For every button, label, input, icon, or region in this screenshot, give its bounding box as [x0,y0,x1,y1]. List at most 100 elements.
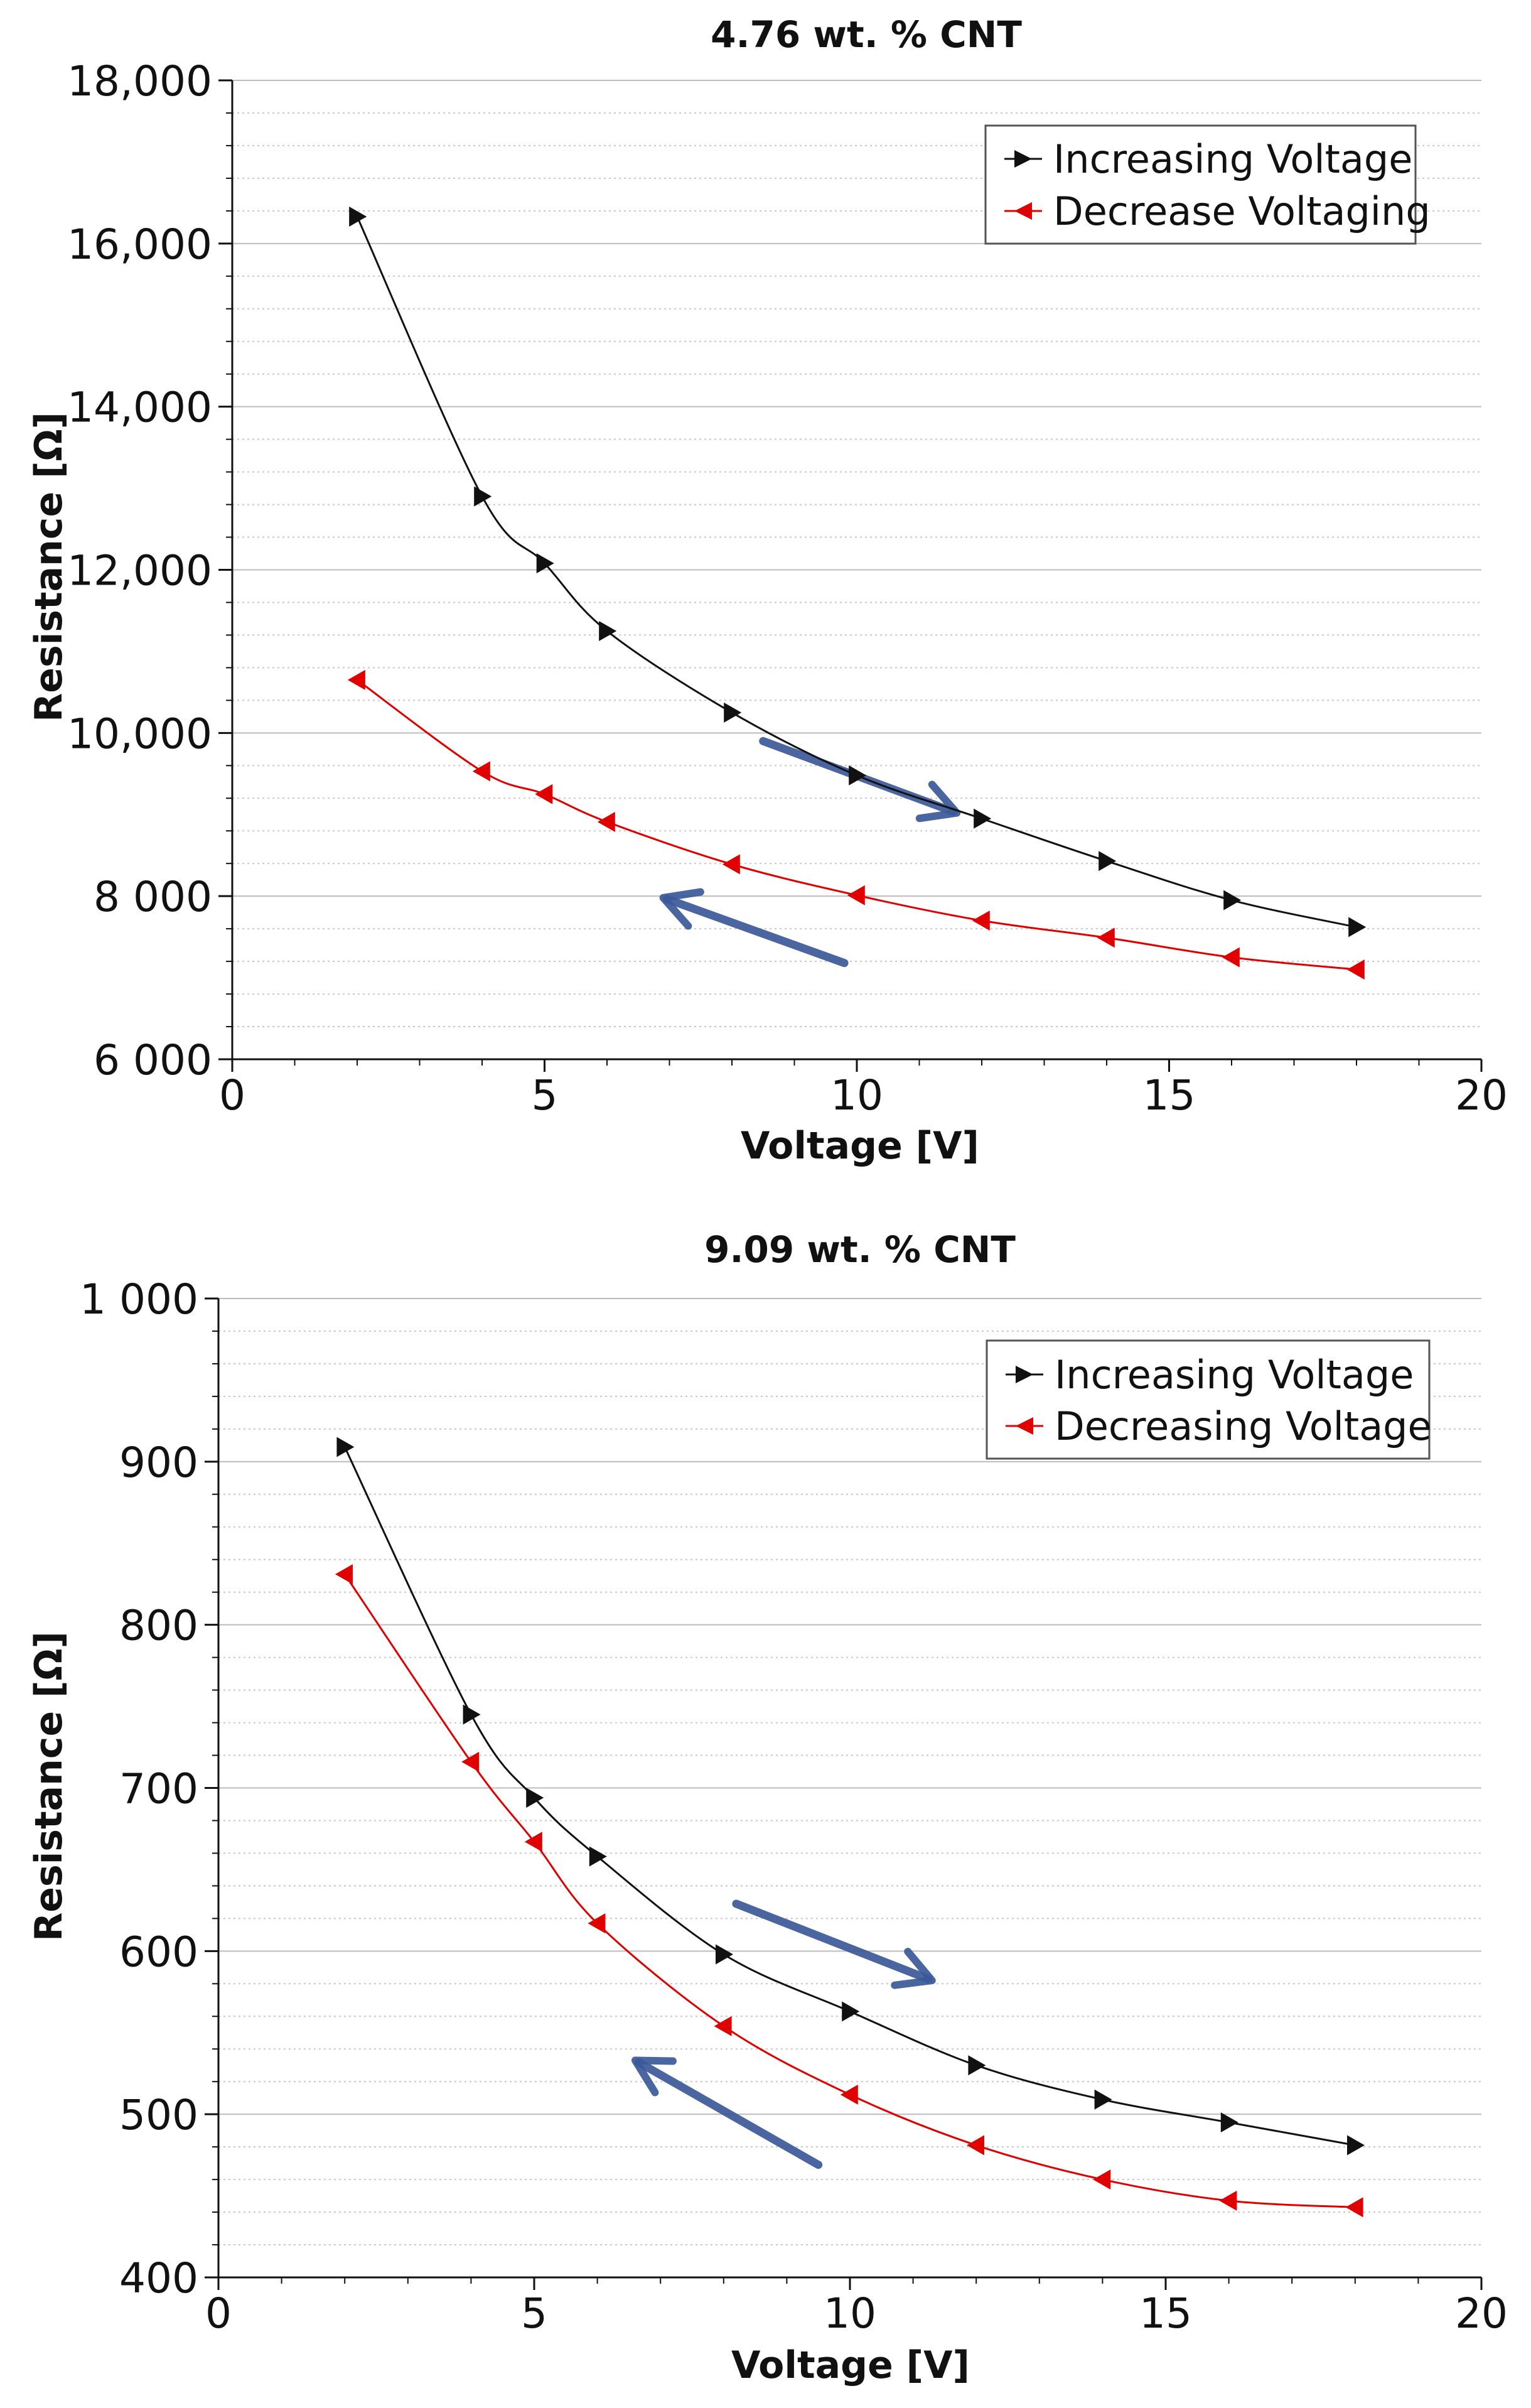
series-0-point [724,702,742,723]
x-tick-label: 0 [219,1071,245,1120]
y-axis-label: Resistance [Ω] [27,1631,71,1941]
arrow-shaft [634,2058,823,2169]
series-0-point [1223,890,1242,910]
grid [218,1298,1481,2246]
y-tick-label: 900 [119,1439,198,1487]
series-1-point [1097,927,1115,948]
series-0-point [974,808,992,829]
series-1-point [722,854,740,875]
legend-box [986,1339,1431,1460]
series-0-point [842,2001,860,2022]
axes: 400 500 600 700 800 900 1 000 0 5 10 15 20 [80,1275,1508,2338]
series-1-point [967,2135,984,2156]
y-tick-label: 600 [119,1928,198,1976]
x-tick-label: 5 [532,1071,558,1120]
legend: Increasing Voltage Decrease Voltaging [984,124,1431,245]
arrow-head [915,780,961,823]
x-tick-label: 5 [521,2289,547,2338]
x-axis-label: Voltage [V] [741,1124,979,1168]
series-0-point [526,1788,544,1808]
series-0-point [336,1437,355,1457]
series [335,1437,1365,2218]
y-tick-label: 10,000 [67,710,212,758]
series-0-point [1099,851,1117,872]
y-tick-label: 6 000 [94,1036,212,1084]
chart-title: 9.09 wt. % CNT [704,1228,1016,1271]
series-1-point [524,1832,542,1852]
trend-arrow-up-left [659,888,849,968]
y-tick-label: 1 000 [80,1275,198,1324]
x-tick-label: 0 [205,2289,232,2338]
series-1-point [1093,2169,1111,2190]
legend-label-0: Increasing Voltage [1053,136,1412,182]
series-1-point [972,910,990,931]
series-0-point [589,1846,607,1867]
series-1-point [1219,2190,1237,2211]
series-0-point [1348,917,1367,937]
y-tick-label: 500 [119,2091,198,2139]
trend-arrow-up-left [631,2056,823,2169]
legend-marker-1 [1016,1417,1033,1435]
x-axis-label: Voltage [V] [731,2343,970,2387]
y-axis-label: Resistance [Ω] [27,412,71,722]
y-tick-label: 700 [119,1765,198,1813]
series-1-point [335,1564,353,1585]
x-tick-label: 20 [1455,1071,1508,1120]
arrow-head [659,888,704,930]
legend: Increasing Voltage Decreasing Voltage [986,1339,1432,1460]
chart-9-09-cnt: 9.09 wt. % CNT Voltage [V] Resistance [Ω… [27,1228,1508,2387]
series-1-point [1222,947,1240,968]
chart-4-76-cnt: 4.76 wt. % CNT Voltage [V] Resistance [Ω… [27,13,1508,1168]
series-0-point [968,2055,986,2076]
series-1-point [1345,2197,1363,2218]
legend-label-0: Increasing Voltage [1055,1352,1414,1398]
y-tick-label: 8 000 [94,873,212,921]
series-0-point [474,486,492,507]
series-1-point [597,811,615,832]
series-line-0 [356,216,1357,929]
series-1-point [347,669,365,690]
series [347,206,1367,980]
y-tick-label: 18,000 [67,57,212,105]
series-0-point [463,1704,481,1725]
series-0-point [849,765,867,786]
series-1-point [588,1913,606,1934]
y-tick-label: 12,000 [67,547,212,595]
legend-marker-0 [1014,150,1032,168]
series-0-point [1220,2112,1238,2133]
chart-title: 4.76 wt. % CNT [711,13,1022,56]
series-0-point [716,1944,733,1965]
annotations [631,1899,936,2169]
series-1-point [535,784,553,804]
series-0-point [349,206,367,227]
y-tick-label: 14,000 [67,384,212,432]
series-1-point [472,761,490,782]
y-tick-label: 400 [119,2254,198,2303]
arrow-shaft [732,1899,933,1984]
series-1-point [714,2016,732,2036]
trend-arrow-down-right [732,1899,936,1989]
series-0-point [1347,2135,1365,2156]
arrow-head [631,2056,677,2097]
x-tick-label: 15 [1139,2289,1192,2338]
axes: 6 000 8 000 10,000 12,000 14,000 16,000 18,000… [67,57,1508,1120]
legend-box [984,124,1417,245]
x-tick-label: 10 [824,2289,876,2338]
legend-label-1: Decrease Voltaging [1053,188,1431,234]
series-line-1 [357,679,1357,971]
series-line-1 [343,1574,1355,2208]
series-1-point [461,1751,480,1772]
series-line-0 [343,1446,1356,2147]
legend-marker-0 [1016,1366,1033,1383]
series-1-point [1346,959,1365,980]
x-tick-label: 20 [1455,2289,1508,2338]
arrow-shaft [662,895,849,968]
series-0-point [536,553,554,574]
x-tick-label: 10 [830,1071,883,1120]
series-0-point [599,620,617,641]
y-tick-label: 800 [119,1602,198,1650]
legend-label-1: Decreasing Voltage [1055,1403,1432,1449]
y-tick-label: 16,000 [67,220,212,269]
